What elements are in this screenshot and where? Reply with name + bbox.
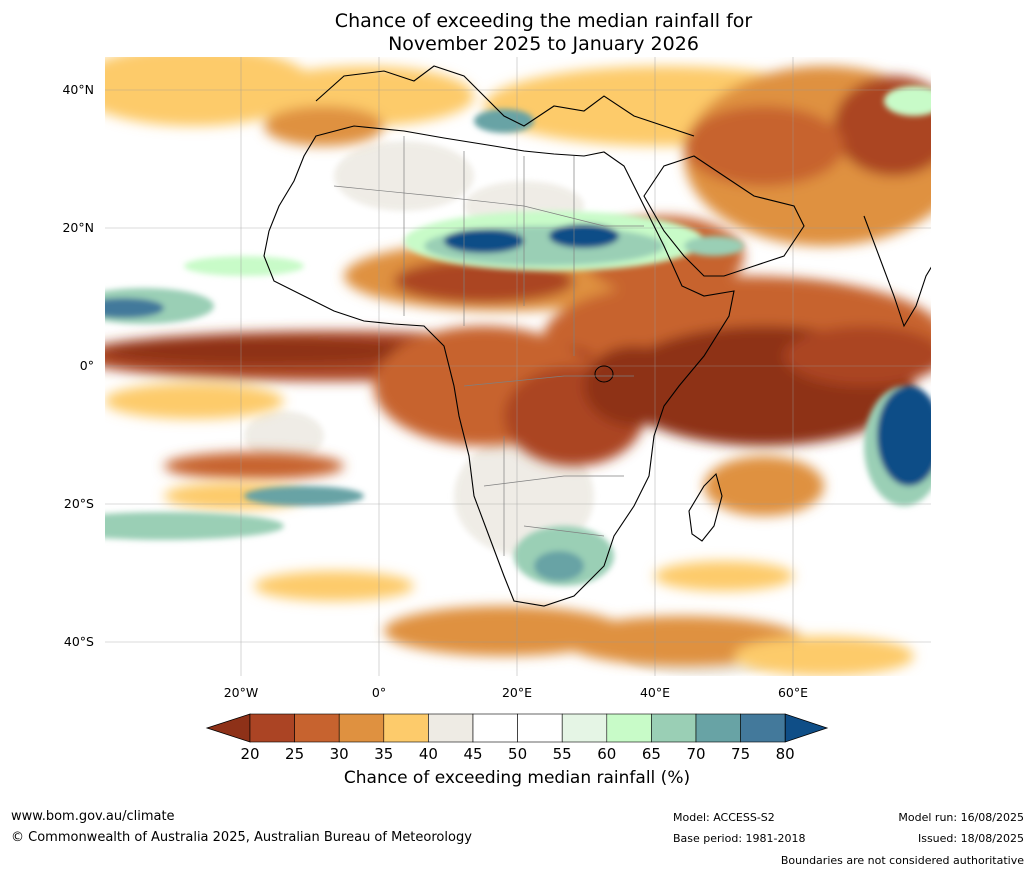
footer-model-run: Model run: 16/08/2025 xyxy=(898,811,1024,824)
colorbar-extend-high xyxy=(784,713,829,743)
lat-label-40s: 40°S xyxy=(63,634,94,649)
colorbar-tick-label: 45 xyxy=(463,745,483,763)
lon-label-60e: 60°E xyxy=(777,685,809,700)
colorbar-cell xyxy=(517,713,563,743)
madagascar-coastline xyxy=(688,472,723,542)
africa-coastline xyxy=(263,125,735,607)
title-line-1: Chance of exceeding the median rainfall … xyxy=(334,10,753,32)
north-dry-field xyxy=(104,56,932,246)
colorbar-cell xyxy=(651,713,697,743)
colorbar-cell xyxy=(383,713,429,743)
colorbar-tick-label: 50 xyxy=(508,745,528,763)
lon-label-20e: 20°E xyxy=(501,685,533,700)
colorbar-cell xyxy=(249,713,295,743)
colorbar-tick-label: 25 xyxy=(285,745,305,763)
colorbar xyxy=(205,713,829,743)
colorbar-tick-label: 40 xyxy=(418,745,438,763)
arabia-coastline xyxy=(643,155,805,277)
footer-disclaimer: Boundaries are not considered authoritat… xyxy=(780,854,1024,867)
lon-label-40e: 40°E xyxy=(639,685,671,700)
equatorial-dry-field xyxy=(104,216,932,516)
colorbar-cell xyxy=(472,713,518,743)
colorbar-label: Chance of exceeding median rainfall (%) xyxy=(343,768,691,788)
colorbar-tick-label: 80 xyxy=(775,745,795,763)
colorbar-cell xyxy=(294,713,340,743)
lake-victoria xyxy=(594,365,614,383)
colorbar-cell xyxy=(606,713,652,743)
lon-label-20w: 20°W xyxy=(223,685,259,700)
colorbar-tick-label: 20 xyxy=(240,745,260,763)
colorbar-tick-label: 35 xyxy=(374,745,394,763)
colorbar-tick-label: 75 xyxy=(731,745,751,763)
europe-coastline xyxy=(315,65,695,137)
lat-label-equator: 0° xyxy=(79,358,94,373)
footer-website: www.bom.gov.au/climate xyxy=(11,809,175,824)
colorbar-cell xyxy=(740,713,786,743)
footer-base-period: Base period: 1981-2018 xyxy=(673,832,806,845)
lon-label-0: 0° xyxy=(371,685,387,700)
country-borders xyxy=(333,136,644,556)
wet-field xyxy=(104,86,932,586)
title-line-2: November 2025 to January 2026 xyxy=(388,33,699,55)
rainfall-map xyxy=(104,56,932,677)
colorbar-tick-label: 55 xyxy=(552,745,572,763)
lat-label-20n: 20°N xyxy=(62,220,94,235)
colorbar-tick-label: 70 xyxy=(686,745,706,763)
india-coastline xyxy=(863,215,932,328)
colorbar-tick-label: 60 xyxy=(597,745,617,763)
rainfall-map-svg xyxy=(104,56,932,677)
graticule xyxy=(104,56,932,677)
map-title: Chance of exceeding the median rainfall … xyxy=(0,10,1035,56)
footer-model: Model: ACCESS-S2 xyxy=(673,811,775,824)
footer-copyright: © Commonwealth of Australia 2025, Austra… xyxy=(11,830,472,845)
colorbar-cell xyxy=(561,713,608,743)
colorbar-cell xyxy=(695,713,741,743)
lat-label-40n: 40°N xyxy=(62,82,94,97)
colorbar-extend-low xyxy=(205,713,251,743)
colorbar-cell xyxy=(338,713,385,743)
map-border xyxy=(104,56,932,677)
footer-issued: Issued: 18/08/2025 xyxy=(917,832,1024,845)
colorbar-tick-label: 30 xyxy=(329,745,349,763)
south-dry-field xyxy=(164,482,914,676)
colorbar-tick-label: 65 xyxy=(641,745,661,763)
lat-label-20s: 20°S xyxy=(63,496,94,511)
colorbar-cell xyxy=(428,713,474,743)
